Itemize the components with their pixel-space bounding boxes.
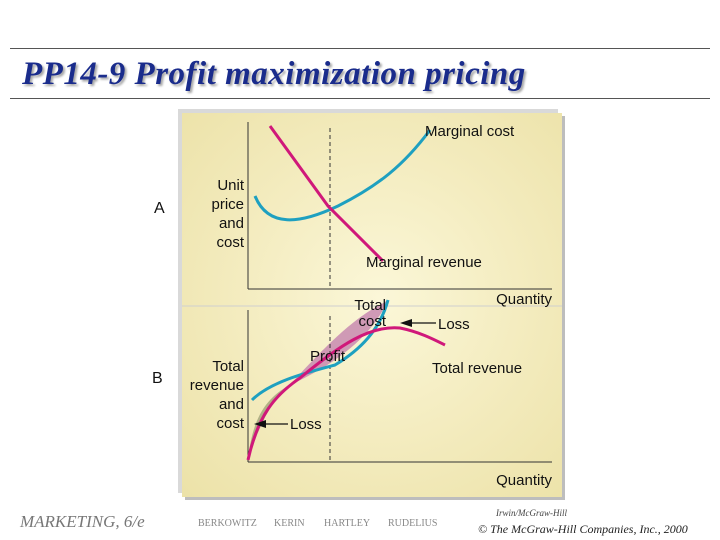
total-cost-curve [250, 299, 390, 402]
panel-b-x-axis-label: Quantity [496, 472, 552, 489]
panel-b-y-axis-label-line-4: cost [216, 415, 244, 432]
panel-a-y-axis-label-line-3: and [219, 215, 244, 232]
marginal-revenue-curve [268, 125, 385, 263]
panel-a-x-axis-label: Quantity [496, 291, 552, 308]
footer-author-4: RUDELIUS [388, 518, 438, 529]
page-title: PP14-9 Profit maximization pricing [22, 56, 526, 92]
footer-course: MARKETING, 6/e [20, 512, 145, 531]
loss-left-label: Loss [290, 416, 322, 433]
panel-a: A Unit price and cost Marginal cost Marg… [154, 122, 552, 308]
footer-author-2: KERIN [274, 518, 305, 529]
total-revenue-curve [246, 326, 446, 461]
marginal-revenue-label: Marginal revenue [366, 254, 482, 271]
title-rule-bottom [10, 98, 710, 99]
loss-right-arrowhead [400, 319, 412, 327]
panel-a-y-axis-label-line-1: Unit [217, 177, 245, 194]
diagram-background-panel [182, 113, 562, 497]
footer-author-1: BERKOWITZ [198, 518, 257, 529]
footer-publisher: Irwin/McGraw-Hill [496, 508, 567, 518]
total-cost-label-line-2: cost [358, 313, 386, 330]
profit-label: Profit [310, 348, 346, 365]
marginal-cost-curve [253, 129, 432, 222]
panel-a-y-axis-label-line-4: cost [216, 234, 244, 251]
marginal-cost-label: Marginal cost [425, 123, 515, 140]
panel-b-y-axis-label-line-2: revenue [190, 377, 244, 394]
panel-b: B Total revenue and cost Total cost Loss… [152, 297, 552, 489]
loss-left-arrowhead [254, 420, 266, 428]
panel-b-y-axis-label-line-1: Total [212, 358, 244, 375]
panel-b-label: B [152, 370, 163, 387]
footer-copyright: © The McGraw-Hill Companies, Inc., 2000 [478, 522, 688, 536]
panel-a-y-axis-label-line-2: price [211, 196, 244, 213]
footer-author-3: HARTLEY [324, 518, 371, 529]
total-revenue-label: Total revenue [432, 360, 522, 377]
profit-region [290, 300, 388, 385]
title-rule-top [10, 48, 710, 49]
loss-right-label: Loss [438, 316, 470, 333]
total-cost-label-line-1: Total [354, 297, 386, 314]
panel-a-label: A [154, 200, 165, 217]
loss-region-left [248, 385, 290, 460]
panel-b-y-axis-label-line-3: and [219, 396, 244, 413]
